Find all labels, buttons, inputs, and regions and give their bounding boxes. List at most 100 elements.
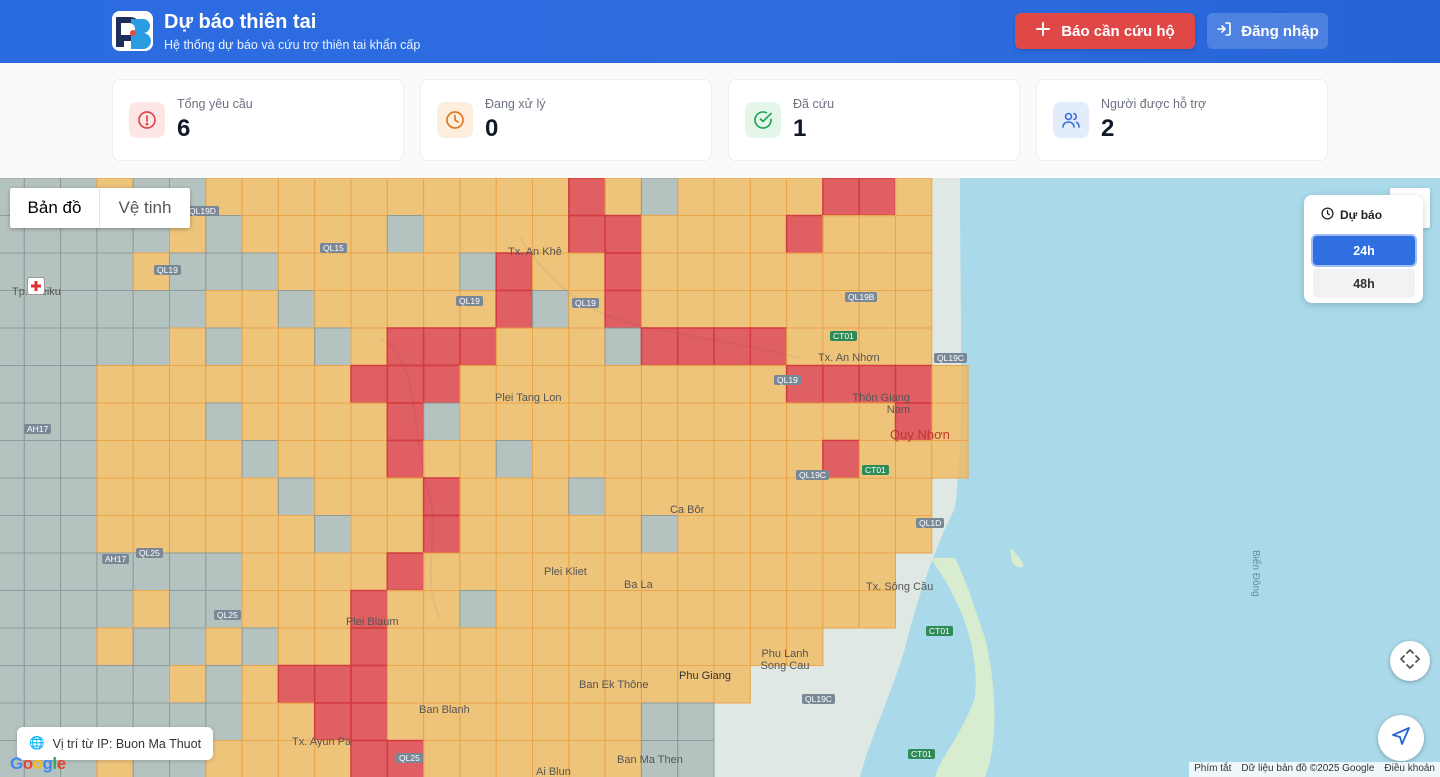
risk-cell-medium[interactable]: [713, 215, 751, 254]
risk-cell-medium[interactable]: [713, 440, 751, 479]
risk-cell-medium[interactable]: [459, 665, 497, 704]
risk-cell-medium[interactable]: [858, 477, 897, 516]
risk-cell-medium[interactable]: [677, 665, 715, 704]
risk-cell-high[interactable]: [386, 364, 425, 404]
risk-cell-low[interactable]: [23, 477, 62, 516]
risk-cell-medium[interactable]: [749, 402, 788, 441]
risk-cell-medium[interactable]: [532, 702, 570, 741]
risk-cell-low[interactable]: [96, 590, 134, 629]
risk-cell-low[interactable]: [23, 327, 62, 366]
risk-cell-high[interactable]: [785, 214, 824, 254]
risk-cell-low[interactable]: [132, 290, 170, 329]
risk-cell-low[interactable]: [0, 365, 25, 404]
risk-cell-medium[interactable]: [96, 365, 134, 404]
risk-cell-low[interactable]: [60, 477, 98, 516]
risk-cell-medium[interactable]: [132, 590, 170, 629]
risk-cell-low[interactable]: [0, 477, 25, 516]
risk-cell-low[interactable]: [96, 290, 134, 329]
risk-cell-medium[interactable]: [640, 590, 679, 629]
risk-cell-medium[interactable]: [604, 178, 642, 216]
risk-cell-low[interactable]: [169, 290, 207, 329]
app-logo[interactable]: [112, 11, 153, 51]
risk-cell-low[interactable]: [314, 515, 352, 554]
risk-cell-low[interactable]: [96, 665, 134, 704]
risk-cell-low[interactable]: [0, 402, 25, 441]
risk-cell-high[interactable]: [350, 589, 389, 629]
risk-cell-medium[interactable]: [568, 740, 606, 777]
risk-cell-medium[interactable]: [532, 215, 570, 254]
risk-cell-medium[interactable]: [386, 665, 425, 704]
risk-cell-medium[interactable]: [931, 440, 969, 479]
risk-cell-medium[interactable]: [713, 178, 751, 216]
risk-cell-low[interactable]: [132, 665, 170, 704]
risk-cell-high[interactable]: [604, 252, 643, 292]
risk-cell-medium[interactable]: [858, 590, 897, 629]
map-pan-control[interactable]: [1390, 641, 1430, 681]
risk-cell-medium[interactable]: [640, 252, 679, 291]
risk-cell-low[interactable]: [241, 252, 279, 291]
risk-cell-low[interactable]: [0, 590, 25, 629]
risk-cell-medium[interactable]: [604, 590, 642, 629]
risk-cell-low[interactable]: [0, 665, 25, 704]
risk-cell-high[interactable]: [822, 364, 860, 404]
hospital-marker-icon[interactable]: [27, 277, 45, 295]
disaster-map[interactable]: Tp. Pleiku Tx. An Khê Plei Tang Lon Tx. …: [0, 178, 1440, 777]
risk-cell-medium[interactable]: [277, 252, 316, 291]
risk-cell-medium[interactable]: [568, 327, 606, 366]
risk-cell-low[interactable]: [132, 627, 170, 666]
risk-cell-medium[interactable]: [532, 665, 570, 704]
risk-cell-medium[interactable]: [495, 477, 534, 516]
risk-cell-low[interactable]: [205, 590, 243, 629]
risk-cell-medium[interactable]: [568, 590, 606, 629]
risk-cell-high[interactable]: [568, 178, 606, 217]
risk-cell-high[interactable]: [350, 739, 389, 777]
risk-cell-medium[interactable]: [495, 590, 534, 629]
risk-cell-high[interactable]: [495, 289, 534, 329]
risk-cell-high[interactable]: [640, 327, 679, 367]
risk-cell-medium[interactable]: [895, 215, 933, 254]
risk-cell-medium[interactable]: [495, 627, 534, 666]
risk-cell-low[interactable]: [132, 327, 170, 366]
risk-cell-medium[interactable]: [350, 477, 388, 516]
risk-cell-low[interactable]: [23, 365, 62, 404]
risk-cell-medium[interactable]: [459, 627, 497, 666]
risk-cell-medium[interactable]: [169, 402, 207, 441]
risk-cell-medium[interactable]: [640, 365, 679, 404]
risk-cell-medium[interactable]: [640, 665, 679, 704]
risk-cell-medium[interactable]: [568, 402, 606, 441]
risk-cell-medium[interactable]: [677, 402, 715, 441]
risk-cell-medium[interactable]: [713, 515, 751, 554]
risk-cell-medium[interactable]: [786, 590, 824, 629]
risk-cell-medium[interactable]: [495, 552, 534, 591]
risk-cell-medium[interactable]: [786, 290, 824, 329]
risk-cell-low[interactable]: [277, 477, 316, 516]
risk-cell-medium[interactable]: [749, 178, 788, 216]
risk-cell-medium[interactable]: [568, 515, 606, 554]
risk-cell-medium[interactable]: [604, 365, 642, 404]
risk-cell-high[interactable]: [386, 439, 425, 479]
risk-cell-low[interactable]: [205, 252, 243, 291]
risk-cell-medium[interactable]: [459, 515, 497, 554]
risk-cell-medium[interactable]: [459, 365, 497, 404]
risk-cell-medium[interactable]: [858, 515, 897, 554]
risk-cell-medium[interactable]: [277, 327, 316, 366]
risk-cell-medium[interactable]: [495, 327, 534, 366]
risk-cell-medium[interactable]: [350, 515, 388, 554]
risk-cell-medium[interactable]: [895, 178, 933, 216]
risk-cell-medium[interactable]: [205, 515, 243, 554]
risk-cell-medium[interactable]: [786, 515, 824, 554]
risk-cell-medium[interactable]: [786, 477, 824, 516]
risk-cell-low[interactable]: [60, 365, 98, 404]
risk-cell-medium[interactable]: [386, 477, 425, 516]
risk-cell-high[interactable]: [822, 439, 860, 479]
risk-cell-medium[interactable]: [132, 402, 170, 441]
risk-cell-medium[interactable]: [241, 365, 279, 404]
risk-cell-medium[interactable]: [241, 402, 279, 441]
risk-cell-medium[interactable]: [604, 477, 642, 516]
risk-cell-high[interactable]: [858, 364, 897, 404]
risk-cell-low[interactable]: [96, 327, 134, 366]
risk-cell-low[interactable]: [640, 515, 679, 554]
risk-cell-low[interactable]: [459, 252, 497, 291]
risk-cell-medium[interactable]: [677, 252, 715, 291]
risk-cell-medium[interactable]: [350, 440, 388, 479]
